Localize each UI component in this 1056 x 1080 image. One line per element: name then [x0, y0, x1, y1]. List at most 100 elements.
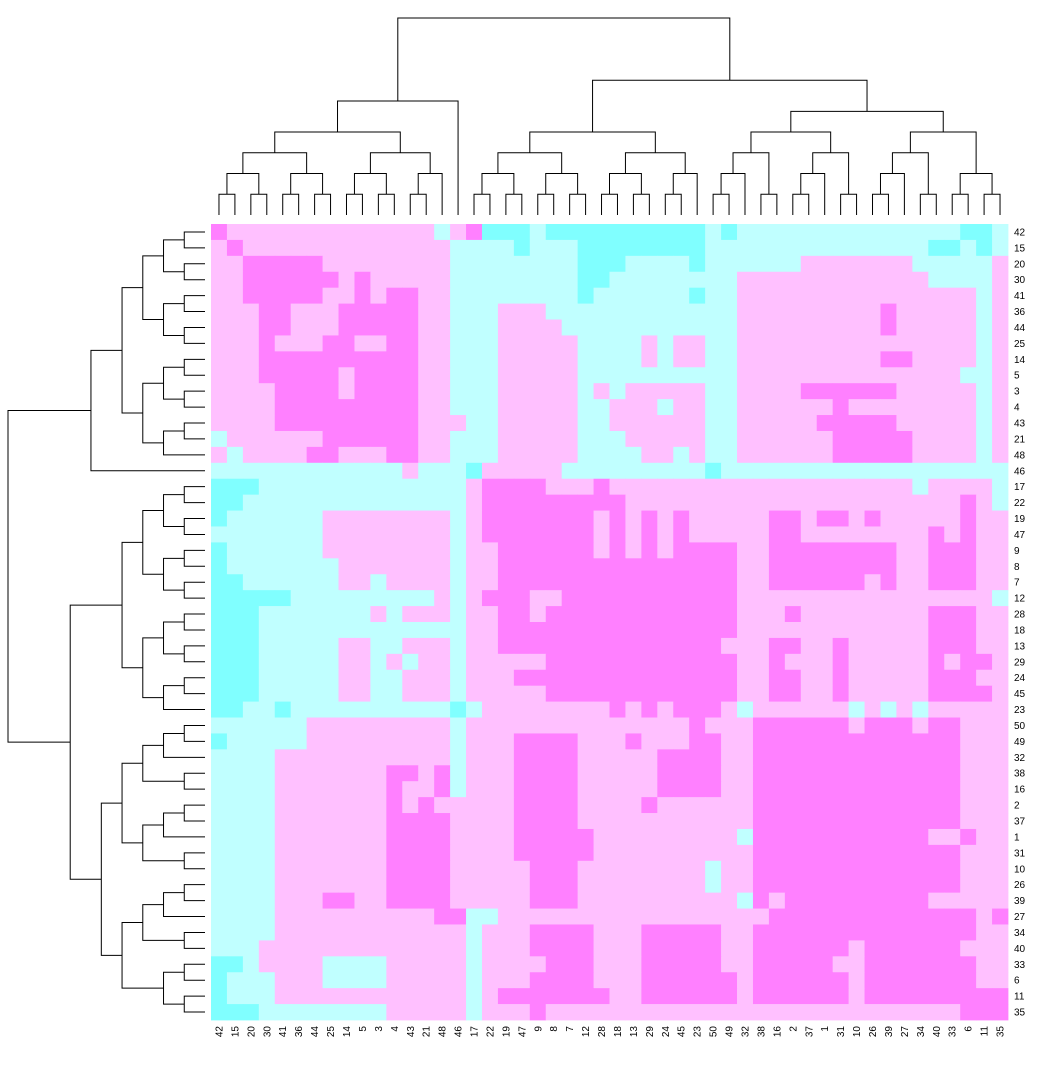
heatmap-cell — [768, 526, 786, 543]
heatmap-cell — [545, 526, 563, 543]
heatmap-cell — [338, 844, 355, 862]
heatmap-cell — [513, 908, 531, 925]
heatmap-cell — [434, 510, 451, 527]
heatmap-cell — [529, 717, 547, 734]
heatmap-cell — [418, 749, 435, 766]
heatmap-cell — [752, 781, 770, 798]
heatmap-cell — [832, 844, 849, 862]
heatmap-cell — [338, 860, 355, 878]
heatmap-cell — [641, 542, 658, 559]
heatmap-cell — [338, 415, 355, 432]
heatmap-cell — [529, 478, 547, 496]
heatmap-cell — [992, 558, 1009, 575]
heatmap-cell — [545, 844, 563, 862]
heatmap-cell — [450, 574, 467, 591]
heatmap-cell — [274, 510, 292, 527]
heatmap-cell — [497, 717, 515, 734]
heatmap-cell — [545, 303, 563, 320]
heatmap-cell — [768, 781, 786, 798]
heatmap-cell — [896, 287, 913, 304]
heatmap-cell — [721, 892, 738, 909]
heatmap-cell — [816, 606, 834, 623]
heatmap-cell — [944, 574, 961, 591]
heatmap-cell — [689, 399, 706, 416]
heatmap-cell — [577, 622, 594, 639]
heatmap-cell — [529, 367, 547, 384]
heatmap-cell — [593, 271, 610, 289]
heatmap-cell — [784, 303, 802, 320]
heatmap-cell — [402, 415, 419, 432]
heatmap-cell — [816, 797, 834, 814]
heatmap-cell — [832, 924, 849, 941]
heatmap-cell — [944, 940, 961, 957]
heatmap-cell — [338, 892, 355, 909]
heatmap-cell — [768, 574, 786, 591]
heatmap-cell — [497, 255, 515, 273]
heatmap-cell — [673, 526, 690, 543]
heatmap-cell — [450, 446, 467, 464]
heatmap-cell — [545, 781, 563, 798]
heatmap-cell — [466, 558, 483, 575]
heatmap-cell — [752, 287, 770, 304]
heatmap-cell — [609, 574, 626, 591]
heatmap-cell — [896, 335, 913, 352]
heatmap-cell — [752, 494, 770, 511]
heatmap-cell — [800, 239, 818, 257]
heatmap-cell — [258, 239, 276, 257]
heatmap-cell — [625, 749, 642, 766]
heatmap-cell — [641, 224, 658, 241]
heatmap-cell — [944, 749, 961, 766]
heatmap-cell — [960, 622, 977, 639]
heatmap-cell — [992, 653, 1009, 671]
heatmap-cell — [816, 813, 834, 830]
heatmap-cell — [258, 542, 276, 559]
heatmap-cell — [418, 367, 435, 384]
heatmap-cell — [673, 319, 690, 336]
heatmap-cell — [896, 462, 913, 480]
column-tick-label: 18 — [613, 1026, 624, 1038]
heatmap-cell — [242, 510, 260, 527]
heatmap-cell — [976, 717, 993, 734]
heatmap-cell — [258, 399, 276, 416]
heatmap-cell — [593, 813, 610, 830]
heatmap-cell — [370, 478, 387, 496]
heatmap-cell — [816, 542, 834, 559]
heatmap-cell — [211, 590, 228, 607]
heatmap-cell — [673, 478, 690, 496]
heatmap-cell — [545, 478, 563, 496]
heatmap-cell — [561, 828, 579, 846]
heatmap-cell — [242, 319, 260, 336]
heatmap-cell — [561, 860, 579, 878]
heatmap-cell — [864, 669, 881, 687]
heatmap-cell — [322, 1004, 339, 1021]
heatmap-cell — [721, 797, 738, 814]
heatmap-cell — [928, 908, 945, 925]
heatmap-cell — [928, 1004, 945, 1021]
heatmap-cell — [577, 526, 594, 543]
heatmap-cell — [896, 383, 913, 400]
heatmap-cell — [513, 574, 531, 591]
heatmap-cell — [434, 669, 451, 687]
heatmap-cell — [800, 399, 818, 416]
dendrogram-branch — [142, 637, 164, 699]
heatmap-cell — [450, 876, 467, 894]
heatmap-cell — [450, 669, 467, 687]
heatmap-cell — [338, 446, 355, 464]
heatmap-cell — [290, 430, 308, 448]
heatmap-cell — [768, 940, 786, 957]
heatmap-cell — [274, 972, 292, 989]
heatmap-cell — [721, 383, 738, 400]
heatmap-cell — [992, 892, 1009, 909]
heatmap-cell — [290, 303, 308, 320]
dendrogram-branch — [624, 152, 686, 174]
heatmap-cell — [466, 383, 483, 400]
heatmap-cell — [976, 797, 993, 814]
heatmap-cell — [944, 844, 961, 862]
heatmap-cell — [481, 303, 499, 320]
heatmap-cell — [816, 224, 834, 241]
heatmap-cell — [784, 733, 802, 750]
heatmap-cell — [561, 351, 579, 368]
heatmap-cell — [274, 876, 292, 894]
heatmap-cell — [912, 622, 929, 639]
heatmap-cell — [912, 876, 929, 894]
